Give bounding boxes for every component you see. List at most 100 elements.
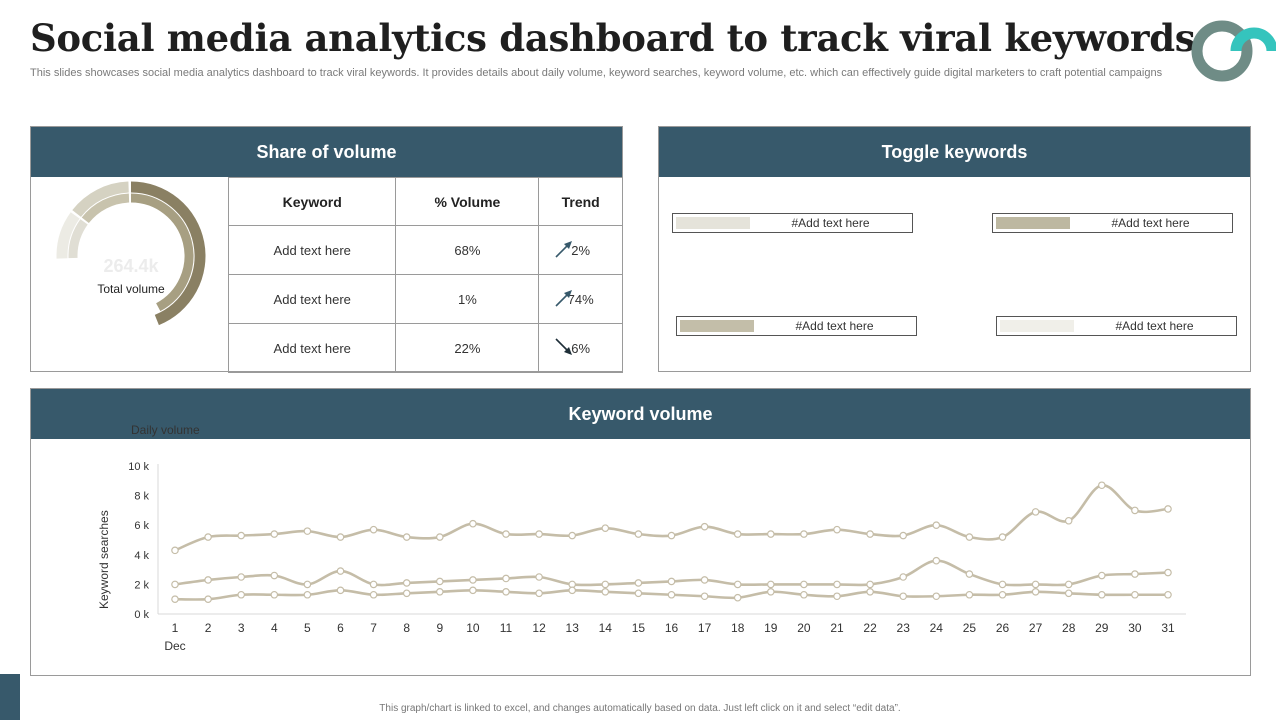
- data-point: [402, 589, 411, 598]
- trend-cell: 6%: [538, 323, 623, 373]
- toggle-keyword-label: #Add text here: [1115, 319, 1194, 333]
- x-tick-label: 29: [1095, 621, 1109, 635]
- data-point: [237, 590, 246, 599]
- data-point: [402, 533, 411, 541]
- data-point: [435, 533, 444, 541]
- x-tick-label: 2: [205, 621, 212, 635]
- data-point: [303, 590, 312, 599]
- toggle-keywords-heading: Toggle keywords: [659, 127, 1250, 177]
- data-point: [800, 530, 808, 538]
- x-tick-label: 19: [764, 621, 778, 635]
- toggle-keyword-item[interactable]: #Add text here: [996, 316, 1237, 336]
- data-point: [1098, 571, 1106, 580]
- toggle-keywords-panel: Toggle keywords #Add text here #Add text…: [658, 126, 1251, 372]
- x-tick-label: 8: [403, 621, 410, 635]
- data-point: [1164, 590, 1172, 599]
- gauge-segment-middle-inner: [81, 193, 130, 224]
- data-point: [336, 586, 345, 595]
- data-point: [1098, 481, 1106, 490]
- x-tick-label: 9: [436, 621, 443, 635]
- x-tick-label: 12: [532, 621, 546, 635]
- x-tick-label: 26: [996, 621, 1010, 635]
- data-point: [1131, 590, 1139, 599]
- data-point: [733, 580, 742, 589]
- trend-cell: 2%: [538, 225, 623, 275]
- toggle-keyword-label: #Add text here: [791, 216, 870, 230]
- gauge-segment-outer-inner: [130, 193, 194, 312]
- data-point: [402, 579, 411, 587]
- data-point: [866, 588, 874, 596]
- data-point: [833, 592, 841, 601]
- data-point: [932, 592, 941, 601]
- data-point: [204, 595, 212, 604]
- table-row: Add text here 1% 74%: [227, 274, 623, 324]
- x-tick-label: 3: [238, 621, 245, 635]
- trend-down-arrow-icon: [555, 338, 573, 355]
- gauge-segment-outer: [130, 181, 206, 326]
- data-point: [866, 530, 874, 538]
- data-point: [700, 576, 709, 584]
- keyword-cell: Add text here: [227, 323, 397, 373]
- toggle-keyword-label: #Add text here: [1111, 216, 1190, 230]
- data-point: [932, 556, 941, 565]
- gauge-value: 264.4k: [103, 256, 159, 276]
- data-point: [171, 595, 179, 604]
- trend-value: 6%: [571, 340, 591, 356]
- toggle-keyword-item[interactable]: #Add text here: [672, 213, 913, 233]
- x-tick-label: 22: [863, 621, 877, 635]
- trend-up-arrow-icon: [555, 241, 573, 258]
- data-point: [800, 590, 808, 599]
- data-point: [237, 573, 246, 581]
- trend-up-arrow-icon: [555, 290, 573, 307]
- data-point: [270, 590, 279, 599]
- trend-value: 2%: [571, 242, 591, 258]
- data-point: [766, 588, 775, 596]
- toggle-keyword-item[interactable]: #Add text here: [676, 316, 917, 336]
- data-point: [1098, 590, 1106, 599]
- data-point: [535, 573, 543, 581]
- x-tick-label: 10: [466, 621, 480, 635]
- data-point: [469, 519, 477, 528]
- keyword-volume-panel: Keyword volume Daily volume Keyword sear…: [30, 388, 1251, 676]
- x-tick-label: 4: [271, 621, 278, 635]
- column-header-trend: Trend: [538, 177, 623, 226]
- gauge-label: Total volume: [97, 282, 165, 296]
- data-point: [303, 580, 312, 589]
- x-tick-label: 5: [304, 621, 311, 635]
- x-tick-label: 28: [1062, 621, 1076, 635]
- y-tick-label: 8 k: [134, 491, 149, 503]
- page-subtitle: This slides showcases social media analy…: [30, 67, 1163, 79]
- data-point: [336, 567, 345, 575]
- data-point: [998, 580, 1007, 589]
- gauge-segment-middle: [72, 181, 129, 218]
- data-point: [171, 546, 179, 555]
- x-tick-label: 23: [897, 621, 911, 635]
- x-tick-label: 30: [1128, 621, 1142, 635]
- total-volume-gauge: 264.4k Total volume: [31, 177, 228, 372]
- y-tick-label: 2 k: [134, 579, 149, 591]
- keyword-color-swatch: [996, 217, 1070, 229]
- data-point: [965, 590, 974, 599]
- data-point: [535, 530, 543, 538]
- data-point: [469, 586, 477, 595]
- gauge-segment-inner: [56, 212, 80, 259]
- data-point: [932, 521, 941, 530]
- data-point: [435, 577, 444, 586]
- data-point: [171, 580, 179, 589]
- data-point: [899, 531, 908, 540]
- data-point: [634, 589, 643, 598]
- data-point: [204, 576, 212, 584]
- series-line-1: [174, 483, 1169, 552]
- data-point: [270, 571, 279, 580]
- y-tick-label: 0 k: [134, 609, 149, 621]
- data-point: [634, 530, 643, 538]
- data-point: [634, 579, 643, 587]
- data-point: [733, 593, 742, 602]
- table-row: Add text here 68% 2%: [227, 225, 623, 275]
- x-tick-label: 16: [665, 621, 679, 635]
- toggle-keyword-item[interactable]: #Add text here: [992, 213, 1233, 233]
- data-point: [899, 573, 908, 581]
- keyword-volume-line-chart: 0 k2 k4 k6 k8 k10 k1 2 3 4 5 6 7 8 9 10 11 12 13 14 15…: [128, 461, 1186, 653]
- data-point: [369, 580, 378, 589]
- x-tick-label: 1: [172, 621, 179, 635]
